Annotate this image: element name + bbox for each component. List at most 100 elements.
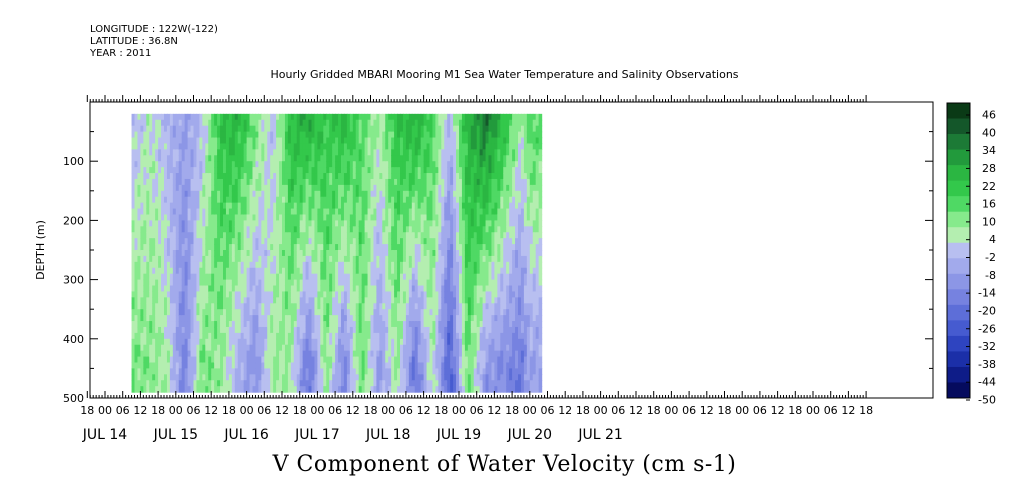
heatmap-cell	[411, 196, 416, 204]
heatmap-cell	[178, 255, 183, 263]
heatmap-cell	[302, 315, 307, 322]
heatmap-cell	[255, 380, 259, 387]
heatmap-cell	[346, 350, 351, 358]
heatmap-cell	[379, 167, 383, 174]
heatmap-cell	[196, 368, 200, 375]
heatmap-cell	[252, 326, 257, 334]
heatmap-cell	[231, 321, 236, 328]
heatmap-cell	[323, 374, 327, 381]
heatmap-cell	[146, 261, 150, 269]
heatmap-cell	[243, 285, 248, 293]
heatmap-cell	[332, 202, 336, 210]
heatmap-cell	[158, 315, 162, 322]
heatmap-cell	[417, 244, 422, 251]
heatmap-cell	[287, 214, 292, 221]
heatmap-cell	[341, 232, 345, 239]
heatmap-cell	[388, 285, 392, 293]
heatmap-cell	[140, 285, 144, 293]
heatmap-cell	[284, 297, 289, 304]
heatmap-cell	[169, 196, 174, 204]
heatmap-cell	[308, 344, 313, 352]
heatmap-cell	[320, 167, 324, 174]
heatmap-cell	[290, 380, 295, 387]
heatmap-cell	[299, 279, 304, 287]
heatmap-cell	[231, 332, 236, 340]
heatmap-cell	[279, 119, 283, 127]
heatmap-cell	[264, 208, 268, 216]
heatmap-cell	[346, 332, 351, 340]
heatmap-cell	[181, 380, 186, 387]
heatmap-cell	[231, 167, 236, 174]
heatmap-cell	[172, 167, 177, 174]
heatmap-cell	[388, 149, 392, 156]
heatmap-cell	[169, 362, 174, 369]
heatmap-cell	[211, 131, 215, 139]
heatmap-cell	[270, 356, 274, 364]
heatmap-data-layer	[131, 113, 543, 393]
heatmap-cell	[220, 380, 224, 387]
heatmap-cell	[246, 315, 251, 322]
heatmap-cell	[370, 173, 375, 180]
heatmap-cell	[252, 332, 257, 340]
heatmap-cell	[373, 244, 377, 251]
heatmap-cell	[193, 303, 198, 310]
heatmap-cell	[237, 238, 242, 245]
heatmap-cell	[343, 273, 348, 281]
heatmap-cell	[267, 297, 271, 304]
heatmap-cell	[169, 279, 174, 287]
heatmap-cell	[361, 208, 366, 216]
heatmap-cell	[187, 273, 192, 281]
heatmap-cell	[320, 291, 324, 298]
heatmap-cell	[364, 196, 369, 204]
heatmap-cell	[317, 113, 321, 121]
heatmap-cell	[367, 332, 372, 340]
heatmap-cell	[441, 362, 445, 369]
heatmap-cell	[287, 285, 292, 293]
heatmap-cell	[282, 279, 286, 287]
heatmap-cell	[323, 273, 327, 281]
heatmap-cell	[426, 167, 431, 174]
heatmap-cell	[273, 386, 277, 393]
heatmap-cell	[279, 291, 283, 298]
heatmap-cell	[140, 202, 144, 210]
heatmap-cell	[408, 131, 413, 139]
heatmap-cell	[276, 190, 280, 198]
heatmap-cell	[388, 380, 392, 387]
heatmap-cell	[364, 155, 369, 162]
heatmap-cell	[273, 244, 277, 251]
heatmap-cell	[178, 250, 183, 257]
heatmap-cell	[264, 220, 268, 227]
heatmap-cell	[137, 297, 141, 304]
heatmap-cell	[335, 214, 339, 221]
heatmap-cell	[441, 238, 445, 245]
heatmap-cell	[338, 374, 342, 381]
heatmap-cell	[408, 196, 413, 204]
heatmap-cell	[420, 279, 425, 287]
heatmap-cell	[302, 321, 307, 328]
heatmap-cell	[414, 119, 419, 127]
heatmap-cell	[361, 149, 366, 156]
heatmap-cell	[181, 143, 186, 150]
heatmap-cell	[282, 267, 286, 275]
heatmap-cell	[155, 332, 159, 340]
heatmap-cell	[152, 238, 156, 245]
heatmap-cell	[320, 267, 324, 275]
heatmap-cell	[276, 214, 280, 221]
heatmap-cell	[388, 350, 392, 358]
heatmap-cell	[143, 315, 147, 322]
heatmap-cell	[140, 173, 144, 180]
heatmap-cell	[426, 338, 431, 346]
heatmap-cell	[240, 350, 245, 358]
heatmap-cell	[400, 184, 404, 192]
heatmap-cell	[323, 303, 327, 310]
heatmap-cell	[273, 297, 277, 304]
heatmap-cell	[311, 374, 316, 381]
heatmap-cell	[305, 173, 310, 180]
heatmap-cell	[299, 178, 304, 186]
heatmap-cell	[214, 202, 218, 210]
heatmap-cell	[172, 267, 177, 275]
heatmap-cell	[261, 380, 265, 387]
heatmap-cell	[379, 125, 383, 133]
heatmap-cell	[175, 344, 180, 352]
heatmap-cell	[385, 356, 389, 364]
